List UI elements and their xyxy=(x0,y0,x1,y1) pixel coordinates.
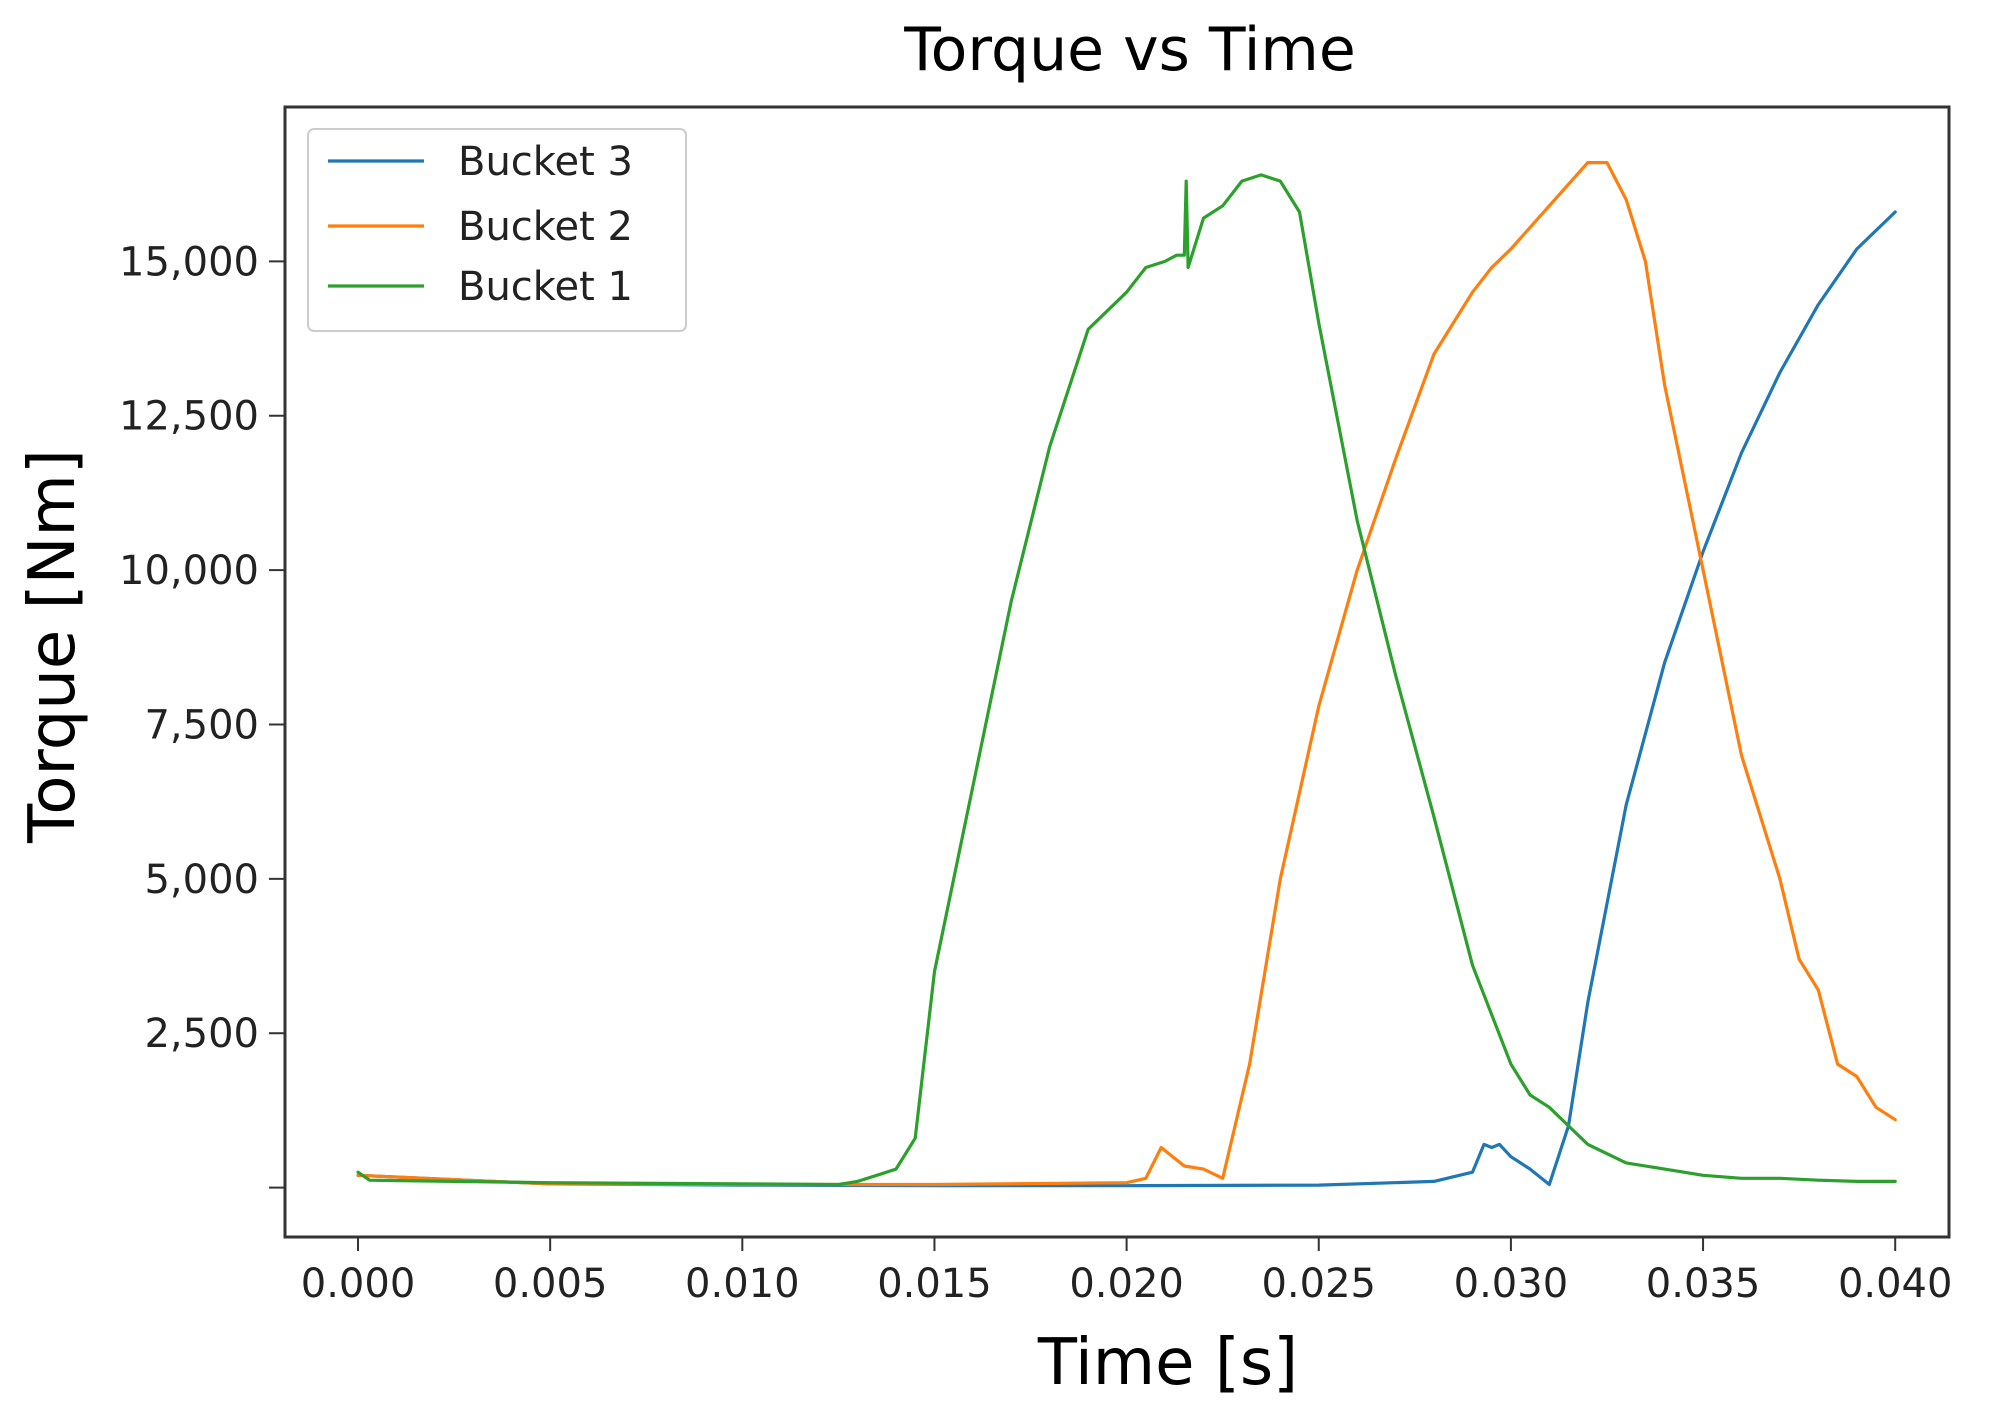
x-axis-label: Time [s] xyxy=(1037,1326,1298,1400)
x-tick-label: 0.040 xyxy=(1838,1261,1953,1307)
y-tick-label: 15,000 xyxy=(119,239,259,285)
legend-label-bucket-1: Bucket 1 xyxy=(458,264,633,310)
y-tick-label: 10,000 xyxy=(119,548,259,594)
plot-series xyxy=(356,161,1897,1188)
y-tick-label: 2,500 xyxy=(144,1011,259,1057)
y-axis: 2,500 5,000 7,500 10,000 12,500 15,000 xyxy=(119,239,285,1189)
y-axis-label: Torque [Nm] xyxy=(16,449,90,844)
y-tick-label: 5,000 xyxy=(144,857,259,903)
x-axis: 0.000 0.005 0.010 0.015 0.020 0.025 0.030 0.035… xyxy=(301,1237,1953,1307)
legend: Bucket 3 Bucket 2 Bucket 1 xyxy=(307,128,687,332)
x-tick-label: 0.030 xyxy=(1454,1261,1569,1307)
y-tick-label: 7,500 xyxy=(144,702,259,748)
legend-label-bucket-2: Bucket 2 xyxy=(458,204,633,250)
legend-box xyxy=(307,128,687,332)
x-tick-label: 0.000 xyxy=(301,1261,416,1307)
x-tick-label: 0.035 xyxy=(1646,1261,1761,1307)
series-line-bucket-2 xyxy=(356,161,1897,1187)
series-line-bucket-1 xyxy=(356,173,1897,1187)
legend-label-bucket-3: Bucket 3 xyxy=(458,139,633,185)
x-tick-label: 0.020 xyxy=(1069,1261,1184,1307)
y-tick-label: 12,500 xyxy=(119,394,259,440)
x-tick-label: 0.005 xyxy=(493,1261,608,1307)
series-line-bucket-3 xyxy=(356,210,1897,1188)
x-tick-label: 0.025 xyxy=(1261,1261,1376,1307)
x-tick-label: 0.015 xyxy=(877,1261,992,1307)
x-tick-label: 0.010 xyxy=(685,1261,800,1307)
chart-title: Torque vs Time xyxy=(903,15,1356,85)
